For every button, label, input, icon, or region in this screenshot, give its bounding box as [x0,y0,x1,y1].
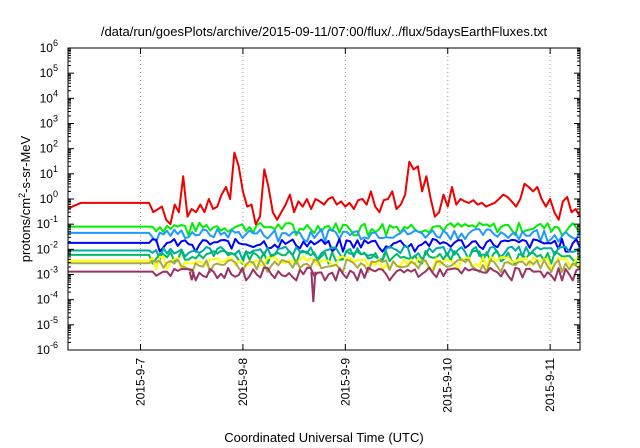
x-axis: 2015-9-7 2015-9-8 2015-9-9 2015-9-10 2015-9-… [134,48,557,413]
y-tick-label: 10-3 [37,265,58,282]
series-line [68,266,581,282]
y-tick-label: 10-2 [37,239,58,256]
chart-title: /data/run/goesPlots/archive/2015-09-11/0… [101,24,548,39]
y-tick-label: 10-4 [37,290,58,307]
y-tick-label: 100 [40,189,58,206]
y-tick-label: 104 [40,88,58,105]
series-dip [310,271,317,303]
y-tick-label: 10-6 [37,340,58,357]
grid [140,48,551,350]
series-line [68,255,581,271]
y-tick-label: 10-1 [37,214,58,231]
y-tick-label: 101 [40,164,58,181]
series-line [67,151,581,226]
y-axis-label: protons/cm2-s-sr-MeV [17,135,33,262]
y-tick-label: 10-5 [37,315,58,332]
y-axis: 10-6 10-5 10-4 10-3 10-2 10-1 100 101 102 103 104 1… [37,38,580,357]
y-tick-label: 103 [40,114,58,131]
series-line [68,258,581,273]
y-axis-label-main: protons/cm [18,198,33,262]
x-axis-label: Coordinated Universal Time (UTC) [224,430,423,445]
x-tick-label: 2015-9-7 [134,358,148,406]
y-tick-label: 102 [40,139,58,156]
series-lines [67,151,581,303]
x-tick-label: 2015-9-11 [543,358,557,412]
series-line [68,221,581,237]
series-line [68,228,581,243]
y-axis-label-rest: -s-sr-MeV [18,135,33,192]
x-tick-label: 2015-9-10 [441,358,455,413]
x-tick-label: 2015-9-8 [236,358,250,406]
series-line [68,237,581,253]
plot-frame [67,47,581,351]
series-dip [188,271,195,281]
series-line [68,249,581,265]
y-axis-label-sup: 2 [17,193,27,198]
x-tick-label: 2015-9-9 [338,358,352,406]
y-tick-label: 105 [40,63,58,80]
y-tick-label: 106 [40,38,58,55]
